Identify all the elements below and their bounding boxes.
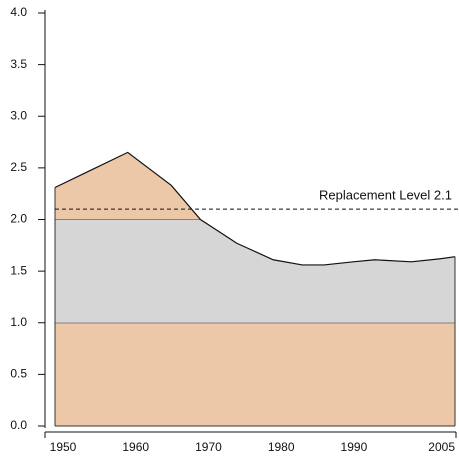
band <box>55 322 455 426</box>
x-tick-label: 2005 <box>428 440 455 454</box>
y-tick-label: 1.0 <box>10 315 27 329</box>
line <box>54 151 456 266</box>
band <box>55 219 455 323</box>
y-tick-label: 2.5 <box>10 160 27 174</box>
y-tick-label: 4.0 <box>10 5 27 19</box>
y-tick-label: 3.5 <box>10 57 27 71</box>
y-tick-label: 2.0 <box>10 212 27 226</box>
y-tick-label: 0.0 <box>10 418 27 432</box>
x-tick-label: 1950 <box>50 440 77 454</box>
y-tick-label: 3.0 <box>10 108 27 122</box>
x-tick-label: 1990 <box>341 440 368 454</box>
y-tick-label: 0.5 <box>10 367 27 381</box>
x-tick-label: 1980 <box>268 440 295 454</box>
x-tick-label: 1970 <box>195 440 222 454</box>
x-tick-label: 1960 <box>122 440 149 454</box>
y-tick-label: 1.5 <box>10 263 27 277</box>
reference-label: Replacement Level 2.1 <box>319 188 452 203</box>
